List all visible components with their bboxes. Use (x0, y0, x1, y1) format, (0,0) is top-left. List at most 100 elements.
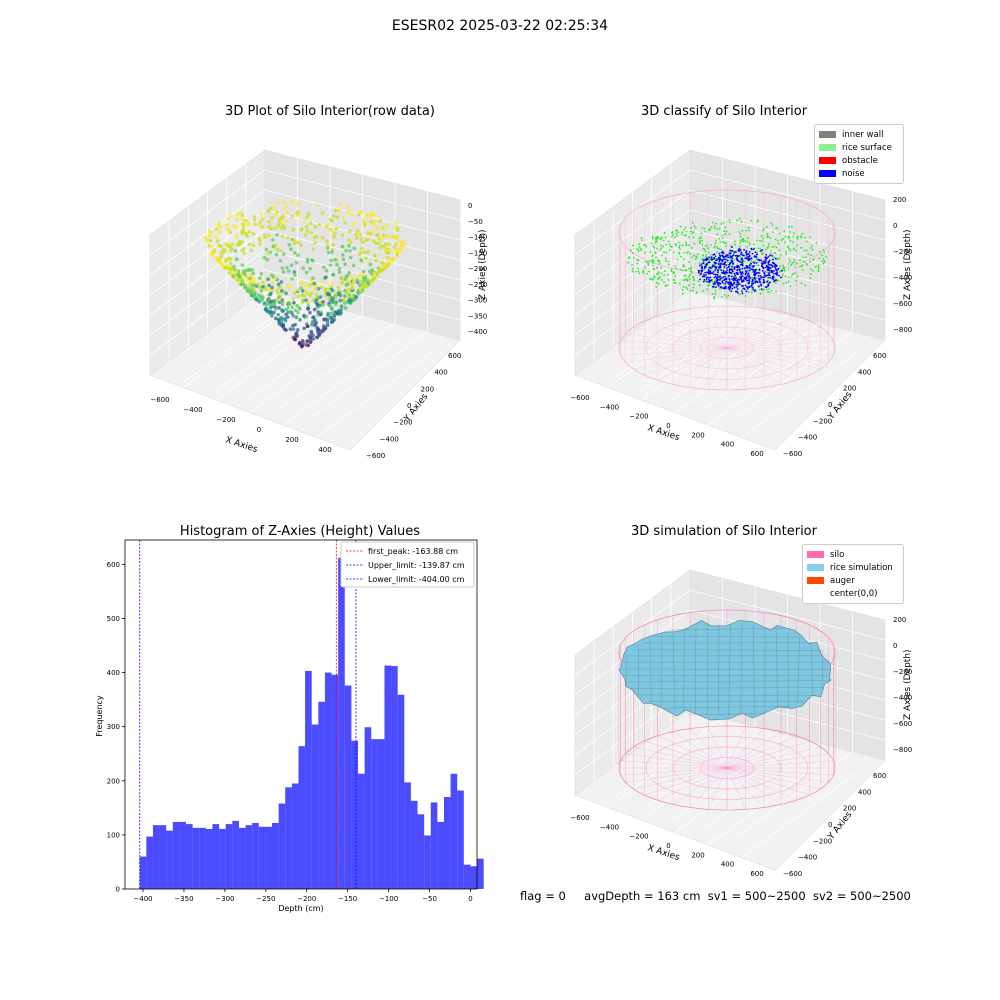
data-point (326, 313, 330, 318)
data-point (343, 294, 347, 299)
data-point (247, 268, 252, 273)
grid-line (279, 323, 396, 409)
rice-surface-point (718, 237, 720, 240)
rice-surface-point (794, 266, 796, 269)
noise-point (718, 266, 720, 269)
data-point (229, 247, 234, 251)
noise-point (771, 264, 774, 267)
rice-surface-point (773, 256, 776, 259)
rice-surface-point (792, 235, 795, 238)
noise-point (768, 272, 770, 275)
rice-surface-point (637, 250, 640, 253)
data-point (210, 252, 215, 257)
data-point (257, 299, 262, 304)
rice-surface-point (647, 262, 650, 265)
rice-surface-point (637, 243, 640, 245)
noise-point (719, 266, 722, 269)
histogram-bar (384, 665, 392, 889)
rice-surface-point (787, 268, 790, 270)
data-point (266, 277, 270, 282)
noise-point (713, 261, 716, 264)
legend-swatch (819, 144, 836, 151)
data-point (258, 242, 262, 247)
rice-surface-point (807, 253, 810, 256)
noise-point (755, 280, 758, 283)
data-point (208, 238, 213, 243)
data-point (291, 238, 296, 242)
histogram-bar (477, 858, 484, 889)
rice-surface-point (699, 237, 702, 240)
data-point (333, 231, 337, 236)
noise-point (766, 280, 769, 283)
grid-line (689, 249, 886, 301)
data-point (277, 220, 281, 225)
data-point (260, 285, 265, 289)
rice-surface-point (685, 278, 688, 281)
grid-line (574, 169, 691, 256)
flag-text: flag = 0 (520, 889, 566, 903)
rice-surface-point (694, 227, 697, 229)
rice-surface-point (769, 237, 772, 239)
histogram-bar (371, 739, 378, 889)
rice-surface-point (661, 236, 663, 239)
rice-surface-point (787, 235, 790, 238)
rice-surface-point (821, 259, 824, 262)
rice-surface-point (637, 267, 640, 270)
rice-surface-point (713, 227, 716, 230)
rice-surface-point (631, 268, 634, 270)
rice-surface-point (809, 277, 812, 280)
data-point (244, 274, 249, 279)
rice-surface-point (757, 264, 760, 267)
data-point (385, 263, 390, 268)
rice-surface-point (724, 293, 726, 296)
rice-surface-point (654, 251, 657, 254)
rice-surface-point (688, 278, 691, 281)
noise-point (754, 251, 757, 254)
noise-point (723, 287, 726, 290)
noise-point (780, 276, 782, 279)
noise-point (716, 273, 719, 276)
tick-label: −200 (893, 248, 912, 256)
sim-rice-surface (618, 620, 832, 721)
rice-surface-point (825, 255, 828, 258)
rice-surface-point (637, 248, 640, 251)
data-point (348, 255, 353, 260)
grid-line (247, 314, 363, 401)
noise-point (746, 287, 749, 290)
rice-surface-point (657, 271, 660, 274)
histogram-bar (238, 827, 246, 889)
data-point (273, 226, 278, 231)
noise-point (753, 273, 755, 276)
rice-surface-point (699, 240, 701, 242)
rice-surface-point (707, 247, 709, 250)
rice-surface-point (747, 276, 750, 279)
rice-surface-point (805, 240, 808, 243)
noise-point (774, 266, 776, 269)
data-point (265, 257, 269, 262)
histogram-bar (278, 803, 286, 889)
avg-depth-text: avgDepth = 163 cm (584, 889, 701, 903)
data-point (236, 277, 241, 281)
histogram-bar (285, 787, 292, 889)
rice-surface-point (649, 251, 652, 253)
rice-surface-point (786, 246, 789, 249)
data-point (375, 226, 380, 230)
data-point (235, 212, 240, 217)
histogram-legend-entry: Upper_limit: -139.87 cm (368, 561, 465, 570)
noise-point (771, 277, 774, 280)
noise-point (731, 257, 734, 260)
noise-point (707, 261, 710, 264)
rice-surface-point (782, 237, 785, 240)
legend-entry: rice simulation (807, 561, 899, 574)
noise-point (735, 258, 738, 260)
rice-surface-point (688, 252, 691, 255)
data-point (349, 275, 354, 279)
rice-surface-point (670, 235, 673, 238)
rice-surface-point (720, 222, 723, 225)
rice-surface-point (764, 248, 767, 251)
noise-point (721, 259, 724, 261)
data-point (380, 238, 385, 242)
data-point (286, 283, 291, 288)
mesh-line (683, 627, 685, 713)
noise-point (713, 257, 716, 260)
